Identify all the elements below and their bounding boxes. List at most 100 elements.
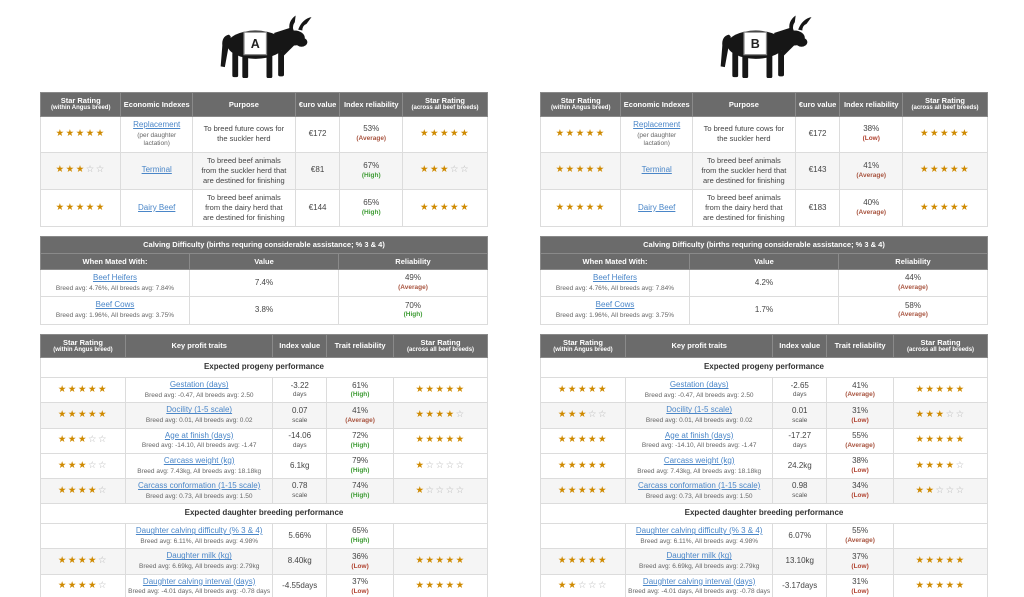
trait-link[interactable]: Daughter calving difficulty (% 3 & 4) xyxy=(135,526,263,536)
bull-label: A xyxy=(251,37,260,51)
calving-header-reliability: Reliability xyxy=(338,252,488,271)
econ-header-euro-value: €uro value xyxy=(794,92,841,117)
econ-header-euro-value: €uro value xyxy=(294,92,341,117)
trait-link[interactable]: Carcass conformation (1-15 scale) xyxy=(638,481,761,491)
purpose-text: To breed future cows for the suckler her… xyxy=(691,115,796,153)
index-value: 6.07% xyxy=(772,523,828,550)
star-rating-across: ★★★★★ xyxy=(915,555,966,567)
mated-with-link[interactable]: Beef Heifers xyxy=(592,273,638,283)
economic-index-link[interactable]: Terminal xyxy=(141,165,172,175)
star-rating-within: ★★★★★ xyxy=(557,459,609,471)
calving-row: Beef Cows Breed avg: 1.96%, All breeds av… xyxy=(540,296,988,325)
econ-row: ★★★★★ Replacement (per daughter lactation… xyxy=(539,115,988,153)
index-reliability: 40% (Average) xyxy=(839,188,904,228)
calving-title: Calving Difficulty (births requring cons… xyxy=(40,236,488,254)
econ-header-indexes: Economic Indexes xyxy=(120,92,193,117)
breed-averages: Breed avg: 4.76%, All breeds avg: 7.84% xyxy=(555,284,675,292)
trait-link[interactable]: Docility (1-5 scale) xyxy=(666,405,733,415)
traits-header-reliability: Trait reliability xyxy=(326,333,395,359)
index-reliability: 67% (High) xyxy=(339,151,404,190)
trait-reliability: 55% (Average) xyxy=(826,523,895,550)
breed-averages: Breed avg: -0.47, All breeds avg: 2.50 xyxy=(644,391,754,399)
trait-link[interactable]: Age at finish (days) xyxy=(664,430,734,440)
calving-header-row: When Mated With: Value Reliability xyxy=(540,252,988,271)
economic-index-link[interactable]: Dairy Beef xyxy=(138,202,176,212)
euro-value: €172 xyxy=(794,115,841,153)
index-value: 0.01 scale xyxy=(772,402,828,429)
breed-averages: Breed avg: 1.96%, All breeds avg: 3.75% xyxy=(55,312,175,320)
index-reliability: 53% (Average) xyxy=(339,115,404,153)
economic-index-link[interactable]: Dairy Beef xyxy=(638,202,676,212)
star-rating-within: ★★★★★ xyxy=(55,127,106,139)
trait-row: ★★★★★ Carcass conformation (1-15 scale) B… xyxy=(540,478,988,505)
trait-reliability: 41% (Average) xyxy=(826,377,895,404)
section-header-daughter: Expected daughter breeding performance xyxy=(540,503,988,525)
econ-row: ★★★★★ Dairy Beef To breed beef animals f… xyxy=(539,188,988,228)
trait-link[interactable]: Gestation (days) xyxy=(169,380,229,390)
index-value: -4.55days xyxy=(272,573,328,597)
trait-link[interactable]: Carcass weight (kg) xyxy=(663,455,735,465)
traits-header-traits: Key profit traits xyxy=(124,333,274,359)
purpose-text: To breed beef animals from the dairy her… xyxy=(191,188,296,228)
economic-index-link[interactable]: Terminal xyxy=(641,165,672,175)
mated-with-link[interactable]: Beef Cows xyxy=(595,300,635,310)
economic-index-link[interactable]: Replacement xyxy=(633,119,681,129)
star-rating-across: ★☆☆☆☆ xyxy=(415,484,466,496)
purpose-text: To breed beef animals from the dairy her… xyxy=(691,188,796,228)
traits-header-row: Star Rating (within Angus breed) Key prof… xyxy=(40,333,488,359)
mated-with-link[interactable]: Beef Cows xyxy=(95,300,135,310)
trait-link[interactable]: Gestation (days) xyxy=(669,380,729,390)
traits-header-index-value: Index value xyxy=(772,333,828,359)
star-rating-across: ★★★★★ xyxy=(919,164,971,176)
index-value: 0.78 scale xyxy=(272,478,328,505)
trait-row: ★★★★★ Docility (1-5 scale) Breed avg: 0.0… xyxy=(40,402,488,429)
star-rating-across: ★★★★☆ xyxy=(415,409,466,421)
trait-link[interactable]: Docility (1-5 scale) xyxy=(166,405,233,415)
breed-averages: Breed avg: 6.11%, All breeds avg: 4.98% xyxy=(140,537,259,545)
trait-link[interactable]: Daughter milk (kg) xyxy=(166,551,232,561)
calving-reliability: 44% (Average) xyxy=(838,269,988,298)
breed-averages: Breed avg: 0.73, All breeds avg: 1.50 xyxy=(645,492,753,500)
breed-averages: Breed avg: -0.47, All breeds avg: 2.50 xyxy=(144,391,254,399)
star-rating-within: ★★★★★ xyxy=(57,409,109,421)
index-value: 24.2kg xyxy=(772,452,828,480)
breed-averages: Breed avg: 6.11%, All breeds avg: 4.98% xyxy=(640,537,759,545)
trait-reliability: 72% (High) xyxy=(326,427,395,454)
bull-panel: B Star Rating (within Angus breed) Econom… xyxy=(539,6,988,597)
traits-header-star-within: Star Rating (within Angus breed) xyxy=(540,333,626,359)
breed-averages: Breed avg: 6.69kg, All breeds avg: 2.79k… xyxy=(139,563,260,571)
star-rating-within: ★★★★★ xyxy=(557,484,609,496)
trait-link[interactable]: Daughter calving interval (days) xyxy=(142,576,256,586)
trait-link[interactable]: Carcass weight (kg) xyxy=(163,455,235,465)
breed-averages: Breed avg: 4.76%, All breeds avg: 7.84% xyxy=(55,284,175,292)
index-reliability: 65% (High) xyxy=(339,188,404,228)
traits-header-reliability: Trait reliability xyxy=(826,333,895,359)
star-rating-within: ★★★★★ xyxy=(557,383,609,395)
star-rating-across: ★★★☆☆ xyxy=(915,409,966,421)
traits-header-star-within: Star Rating (within Angus breed) xyxy=(40,333,126,359)
breed-averages: Breed avg: -4.01 days, All breeds avg: -… xyxy=(628,588,771,596)
economic-index-note: (per daughter lactation) xyxy=(137,131,177,148)
trait-link[interactable]: Daughter milk (kg) xyxy=(666,551,732,561)
trait-link[interactable]: Daughter calving interval (days) xyxy=(642,576,756,586)
economic-indexes-table: Star Rating (within Angus breed) Economic… xyxy=(539,92,988,228)
trait-row: ★★★★★ Gestation (days) Breed avg: -0.47, … xyxy=(40,377,488,404)
index-value: -14.06 days xyxy=(272,427,328,454)
trait-link[interactable]: Daughter calving difficulty (% 3 & 4) xyxy=(635,526,763,536)
trait-link[interactable]: Age at finish (days) xyxy=(164,430,234,440)
econ-header-row: Star Rating (within Angus breed) Economic… xyxy=(39,92,488,117)
section-header-daughter: Expected daughter breeding performance xyxy=(40,503,488,525)
economic-index-link[interactable]: Replacement xyxy=(133,119,181,129)
breed-averages: Breed avg: -14.10, All breeds avg: -1.47 xyxy=(141,442,257,450)
econ-header-reliability: Index reliability xyxy=(839,92,904,117)
calving-value: 3.8% xyxy=(189,296,339,325)
trait-reliability: 61% (High) xyxy=(326,377,395,404)
traits-header-star-across: Star Rating (across all beef breeds) xyxy=(893,333,988,359)
mated-with-link[interactable]: Beef Heifers xyxy=(92,273,138,283)
trait-reliability: 55% (Average) xyxy=(826,427,895,454)
star-rating-across: ★★★★★ xyxy=(915,434,966,446)
euro-value: €81 xyxy=(294,151,341,190)
trait-link[interactable]: Carcass conformation (1-15 scale) xyxy=(138,481,261,491)
breed-averages: Breed avg: 0.01, All breeds avg: 0.02 xyxy=(645,417,753,425)
econ-header-star-across: Star Rating (across all beef breeds) xyxy=(902,92,988,117)
